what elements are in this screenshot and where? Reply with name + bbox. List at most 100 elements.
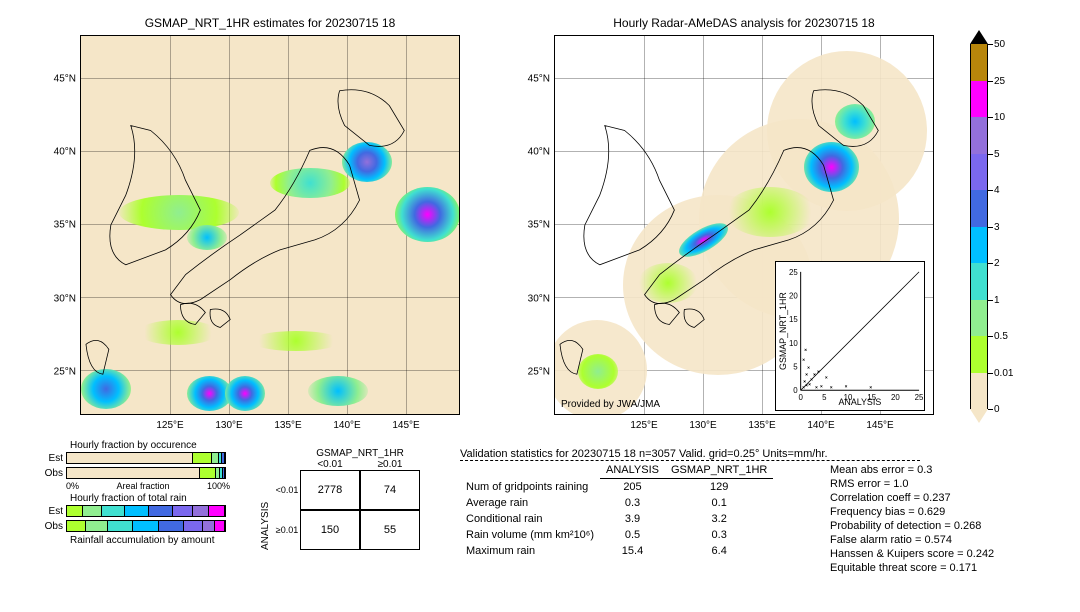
stats-right: Mean abs error = 0.3 RMS error = 1.0 Cor…	[830, 462, 994, 576]
frac-obs2: Obs	[40, 521, 66, 532]
svg-text:20: 20	[891, 393, 900, 402]
ct-c1: ≥0.01	[360, 459, 420, 470]
sr3l: Rain volume (mm km²10⁶)	[460, 527, 600, 543]
left-map	[80, 35, 460, 415]
sr0b: 129	[665, 479, 773, 496]
left-y-25: 25°N	[48, 367, 76, 378]
left-x-135: 135°E	[274, 420, 301, 431]
contingency-table: GSMAP_NRT_1HR <0.01 ≥0.01 ANALYSIS <0.01…	[260, 448, 420, 550]
left-x-145: 145°E	[392, 420, 419, 431]
provided-by: Provided by JWA/JMA	[561, 399, 660, 410]
right-x-125: 125°E	[630, 420, 657, 431]
frac-obs1: Obs	[40, 468, 66, 479]
stR2: Correlation coeff = 0.237	[830, 492, 994, 504]
stc0: ANALYSIS	[600, 462, 665, 479]
left-y-35: 35°N	[48, 220, 76, 231]
right-x-130: 130°E	[689, 420, 716, 431]
ct-11: 55	[360, 510, 420, 550]
sr1b: 0.1	[665, 495, 773, 511]
svg-text:15: 15	[867, 393, 876, 402]
left-x-140: 140°E	[333, 420, 360, 431]
left-y-30: 30°N	[48, 294, 76, 305]
sr4a: 15.4	[600, 543, 665, 559]
left-y-45: 45°N	[48, 74, 76, 85]
sr2l: Conditional rain	[460, 511, 600, 527]
svg-text:5: 5	[822, 393, 827, 402]
right-y-35: 35°N	[522, 220, 550, 231]
frac-title1: Hourly fraction by occurence	[70, 440, 230, 451]
svg-text:20: 20	[789, 292, 798, 301]
colorbar-tick-2: 2	[994, 258, 1000, 269]
colorbar-tick-3: 3	[994, 222, 1000, 233]
svg-text:GSMAP_NRT_1HR: GSMAP_NRT_1HR	[778, 292, 788, 370]
sr0l: Num of gridpoints raining	[460, 479, 600, 496]
colorbar-tick-10: 10	[994, 112, 1005, 123]
ct-r1: ≥0.01	[274, 525, 300, 535]
ct-00: 2778	[300, 470, 360, 510]
frac-axis-label: Areal fraction	[116, 481, 169, 491]
svg-text:0: 0	[793, 386, 798, 395]
right-x-145: 145°E	[866, 420, 893, 431]
left-x-125: 125°E	[156, 420, 183, 431]
frac-est2: Est	[40, 506, 66, 517]
stc1: GSMAP_NRT_1HR	[665, 462, 773, 479]
right-y-40: 40°N	[522, 147, 550, 158]
frac-title2: Hourly fraction of total rain	[70, 493, 230, 504]
colorbar-tick-0: 0	[994, 404, 1000, 415]
stR4: Probability of detection = 0.268	[830, 520, 994, 532]
stR3: Frequency bias = 0.629	[830, 506, 994, 518]
sr1a: 0.3	[600, 495, 665, 511]
colorbar-tick-0.01: 0.01	[994, 368, 1013, 379]
colorbar-tick-5: 5	[994, 149, 1000, 160]
stR0: Mean abs error = 0.3	[830, 464, 994, 476]
svg-text:5: 5	[793, 363, 798, 372]
sr4l: Maximum rain	[460, 543, 600, 559]
ct-01: 74	[360, 470, 420, 510]
left-y-40: 40°N	[48, 147, 76, 158]
right-y-30: 30°N	[522, 294, 550, 305]
left-x-130: 130°E	[215, 420, 242, 431]
stR6: Hanssen & Kuipers score = 0.242	[830, 548, 994, 560]
ct-10: 150	[300, 510, 360, 550]
colorbar-tick-4: 4	[994, 185, 1000, 196]
right-x-135: 135°E	[748, 420, 775, 431]
stR1: RMS error = 1.0	[830, 478, 994, 490]
frac-0pct: 0%	[66, 481, 79, 491]
right-map: Provided by JWA/JMA ANALYSIS GSMAP_NRT_1…	[554, 35, 934, 415]
colorbar-tick-25: 25	[994, 76, 1005, 87]
svg-text:10: 10	[844, 393, 853, 402]
colorbar-tick-0.5: 0.5	[994, 331, 1008, 342]
colorbar-tick-1: 1	[994, 295, 1000, 306]
right-y-45: 45°N	[522, 74, 550, 85]
sr0a: 205	[600, 479, 665, 496]
sr2a: 3.9	[600, 511, 665, 527]
left-map-title: GSMAP_NRT_1HR estimates for 20230715 18	[80, 16, 460, 30]
right-y-25: 25°N	[522, 367, 550, 378]
right-x-140: 140°E	[807, 420, 834, 431]
ct-r0: <0.01	[274, 485, 300, 495]
colorbar-tick-50: 50	[994, 39, 1005, 50]
frac-100pct: 100%	[207, 481, 230, 491]
fraction-bars: Hourly fraction by occurence Est Obs 0% A…	[40, 440, 230, 546]
scatter-inset: ANALYSIS GSMAP_NRT_1HR 0 5 10 15 20 25 0…	[775, 261, 925, 411]
stR7: Equitable threat score = 0.171	[830, 562, 994, 574]
svg-text:10: 10	[789, 339, 798, 348]
svg-text:0: 0	[798, 393, 803, 402]
ct-col-head: GSMAP_NRT_1HR	[300, 448, 420, 459]
sr2b: 3.2	[665, 511, 773, 527]
stats-table: ANALYSISGSMAP_NRT_1HR Num of gridpoints …	[460, 462, 773, 559]
ct-c0: <0.01	[300, 459, 360, 470]
stR5: False alarm ratio = 0.574	[830, 534, 994, 546]
sr1l: Average rain	[460, 495, 600, 511]
frac-title3: Rainfall accumulation by amount	[70, 535, 230, 546]
right-map-title: Hourly Radar-AMeDAS analysis for 2023071…	[554, 16, 934, 30]
ct-row-head: ANALYSIS	[260, 470, 274, 550]
svg-text:25: 25	[915, 393, 924, 402]
sr4b: 6.4	[665, 543, 773, 559]
frac-est1: Est	[40, 453, 66, 464]
svg-text:15: 15	[789, 315, 798, 324]
stats-header: Validation statistics for 20230715 18 n=…	[460, 448, 920, 461]
svg-text:25: 25	[789, 268, 798, 277]
sr3a: 0.5	[600, 527, 665, 543]
colorbar: 502510543210.50.010	[970, 30, 988, 423]
